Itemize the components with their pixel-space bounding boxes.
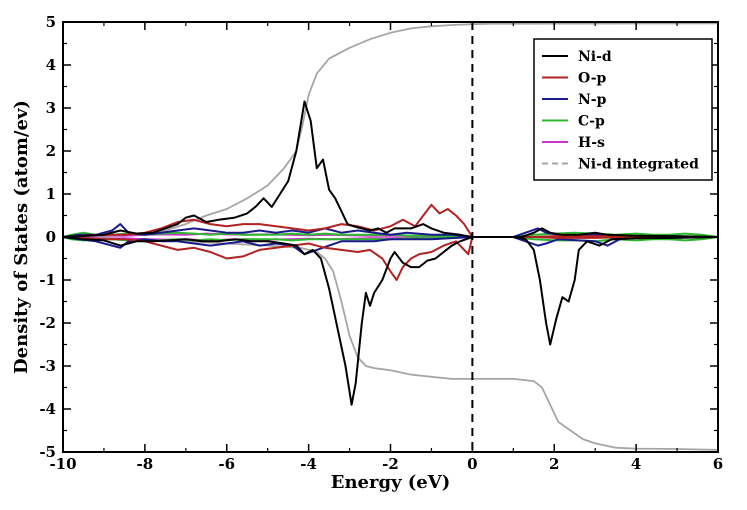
- legend-label-n-p: N-p: [578, 92, 607, 108]
- x-tick-label: 0: [467, 455, 477, 473]
- legend-box: [533, 38, 713, 181]
- y-tick-label: 3: [46, 99, 56, 117]
- x-tick-label: -10: [49, 455, 76, 473]
- y-axis-title: Density of States (atom/ev): [11, 100, 32, 374]
- x-tick-label: 4: [631, 455, 641, 473]
- y-tick-label: 5: [46, 13, 56, 31]
- y-tick-label: -3: [39, 357, 56, 375]
- y-tick-label: 2: [46, 142, 56, 160]
- y-tick-label: -2: [39, 314, 56, 332]
- legend-label-ni-d: Ni-d: [578, 49, 612, 65]
- y-tick-label: -4: [39, 400, 56, 418]
- series-ni-d-spin-up: [62, 100, 719, 238]
- x-tick-label: -2: [382, 455, 399, 473]
- series-layer: [62, 22, 719, 451]
- series-ni-d-spin-down: [62, 236, 719, 406]
- y-tick-label: 1: [46, 185, 56, 203]
- x-tick-label: 2: [549, 455, 559, 473]
- series-o-p-spin-down: [62, 236, 718, 281]
- x-tick-label: 6: [713, 455, 723, 473]
- y-tick-label: 4: [46, 56, 56, 74]
- legend-label-ni-d-integrated: Ni-d integrated: [578, 157, 699, 173]
- series-ni-d-integrated-spin-up: [62, 22, 719, 238]
- legend: Ni-d O-p N-p C-p H-s Ni-d integrated: [533, 38, 713, 181]
- y-tick-label: -1: [39, 271, 56, 289]
- legend-label-o-p: O-p: [578, 71, 607, 87]
- y-tick-label: -5: [39, 443, 56, 461]
- x-axis-title: Energy (eV): [331, 472, 451, 493]
- legend-label-h-s: H-s: [578, 135, 605, 151]
- legend-label-c-p: C-p: [578, 114, 605, 130]
- series-ni-d-integrated-spin-down: [62, 236, 719, 451]
- x-tick-label: -6: [218, 455, 235, 473]
- x-tick-label: -8: [137, 455, 154, 473]
- y-tick-label: 0: [46, 228, 56, 246]
- x-tick-label: -4: [300, 455, 317, 473]
